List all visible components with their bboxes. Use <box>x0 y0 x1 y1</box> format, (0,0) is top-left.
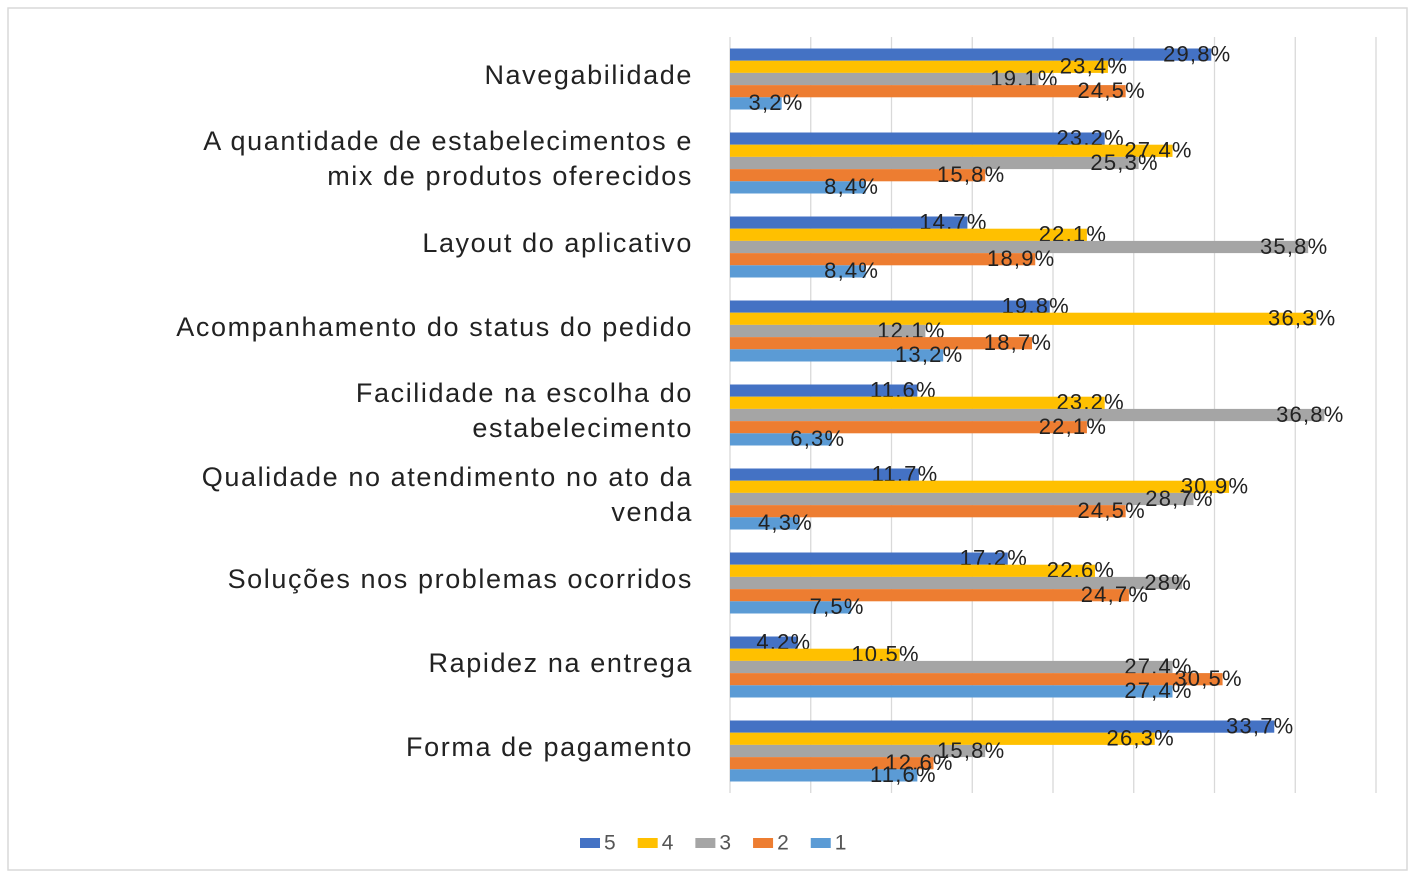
bar <box>730 648 900 661</box>
data-label: 23,4% <box>1060 54 1128 79</box>
legend-label: 2 <box>777 832 789 855</box>
bar <box>730 337 1033 350</box>
data-label: 15,8% <box>937 738 1005 763</box>
data-label: 29,8% <box>1163 41 1231 66</box>
bar <box>730 169 986 182</box>
legend-label: 5 <box>604 832 616 855</box>
data-label: 15,8% <box>937 162 1005 187</box>
legend-swatch <box>695 838 716 848</box>
bar <box>730 156 1139 170</box>
bar <box>730 660 1173 674</box>
bar <box>730 312 1317 325</box>
bar <box>730 517 800 530</box>
category-label: Facilidade na escolha do estabelecimento <box>355 378 693 443</box>
bar <box>730 60 1108 73</box>
data-label: 24,5% <box>1077 78 1145 103</box>
data-label: 22,1% <box>1039 414 1107 439</box>
data-label: 18,7% <box>984 330 1052 355</box>
category-label: Acompanhamento do status do pedido <box>176 311 693 342</box>
bar <box>730 240 1309 254</box>
category-label: Navegabilidade <box>484 59 693 90</box>
data-label: 3,2% <box>749 90 804 115</box>
data-label: 26,3% <box>1107 726 1175 751</box>
bar <box>730 492 1194 506</box>
bar <box>730 48 1212 61</box>
data-label: 18,9% <box>987 246 1055 271</box>
data-label: 6,3% <box>790 426 845 451</box>
bar <box>730 564 1095 577</box>
bar <box>730 181 866 194</box>
data-label: 35,8% <box>1260 234 1328 259</box>
bar <box>730 576 1183 590</box>
bar <box>730 505 1126 518</box>
data-label: 24,7% <box>1081 582 1149 607</box>
legend-label: 4 <box>662 832 674 855</box>
bar <box>730 636 798 649</box>
bar <box>730 144 1173 157</box>
bar <box>730 265 866 278</box>
data-label: 33,7% <box>1226 713 1294 738</box>
bar <box>730 769 918 782</box>
bar <box>730 589 1129 602</box>
data-label: 8,4% <box>824 174 879 199</box>
bar <box>730 216 968 229</box>
bar <box>730 480 1230 493</box>
data-label: 30,5% <box>1174 666 1242 691</box>
category-label: Layout do aplicativo <box>422 227 693 258</box>
legend-swatch <box>753 838 774 848</box>
bar <box>730 253 1036 266</box>
category-label: Qualidade no atendimento no ato da venda <box>201 462 693 527</box>
data-label: 36,3% <box>1268 306 1336 331</box>
data-label: 7,5% <box>810 594 865 619</box>
bar <box>730 228 1087 241</box>
bar <box>730 601 852 614</box>
bar <box>730 433 832 446</box>
data-label: 11,6% <box>870 762 937 787</box>
bar <box>730 97 782 110</box>
bar <box>730 384 918 397</box>
category-label: Forma de pagamento <box>406 731 693 762</box>
data-label: 28,7% <box>1145 486 1213 511</box>
bar <box>730 757 934 770</box>
bar <box>730 421 1087 434</box>
bar <box>730 408 1325 422</box>
legend-swatch <box>637 838 658 848</box>
data-label: 25,3% <box>1090 150 1158 175</box>
data-label: 36,8% <box>1276 402 1344 427</box>
data-label: 8,4% <box>824 258 879 283</box>
bar <box>730 732 1155 745</box>
bar <box>730 744 986 758</box>
legend-label: 3 <box>719 832 731 855</box>
category-label: Rapidez na entrega <box>428 647 693 678</box>
bar <box>730 720 1275 733</box>
category-label: A quantidade de estabelecimentos e mix d… <box>203 126 693 191</box>
bar <box>730 72 1039 86</box>
bar <box>730 300 1050 313</box>
legend-swatch <box>580 838 600 848</box>
category-label: Soluções nos problemas ocorridos <box>227 563 693 594</box>
data-label: 13,2% <box>895 342 963 367</box>
data-label: 27,4% <box>1124 678 1192 703</box>
bar <box>730 324 926 338</box>
bar <box>730 85 1126 98</box>
bar <box>730 396 1105 409</box>
data-label: 28% <box>1144 570 1192 595</box>
data-label: 4,3% <box>758 510 813 535</box>
data-label: 24,5% <box>1077 498 1145 523</box>
bar <box>730 552 1008 565</box>
bar <box>730 468 919 481</box>
legend-label: 1 <box>835 832 847 855</box>
bar <box>730 132 1105 145</box>
bar <box>730 673 1223 686</box>
bar <box>730 349 944 362</box>
bar <box>730 685 1173 698</box>
legend-swatch <box>810 838 831 848</box>
